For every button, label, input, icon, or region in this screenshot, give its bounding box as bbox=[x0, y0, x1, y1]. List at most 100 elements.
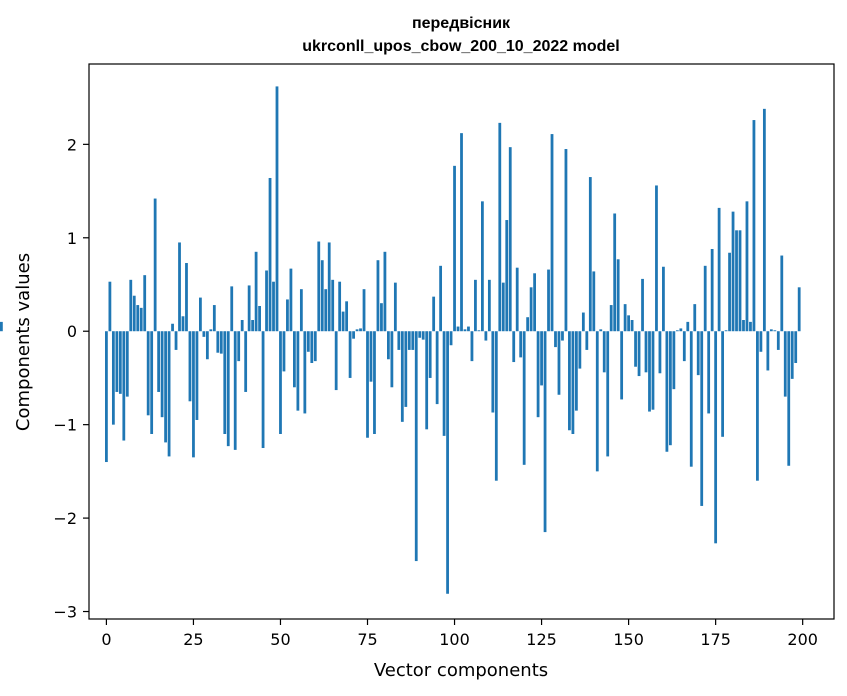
bar bbox=[658, 331, 662, 374]
bar bbox=[411, 331, 415, 350]
bar bbox=[776, 331, 780, 350]
bar bbox=[341, 311, 345, 332]
bar bbox=[425, 331, 429, 430]
bar bbox=[432, 296, 436, 332]
bar bbox=[623, 304, 627, 332]
bar bbox=[515, 267, 519, 332]
bar bbox=[721, 331, 724, 437]
bar bbox=[790, 331, 794, 379]
bar bbox=[132, 295, 136, 332]
bar bbox=[491, 331, 495, 413]
bar bbox=[164, 331, 167, 443]
bar bbox=[752, 120, 756, 332]
y-tick-label: 0 bbox=[67, 322, 77, 341]
bar bbox=[174, 331, 178, 350]
bar bbox=[484, 331, 488, 341]
bar bbox=[289, 268, 293, 332]
bar bbox=[181, 316, 185, 332]
bar bbox=[306, 331, 310, 352]
y-tick-label: −1 bbox=[53, 416, 77, 435]
bar bbox=[749, 321, 752, 332]
bar bbox=[588, 177, 592, 332]
bar bbox=[630, 320, 634, 332]
bar bbox=[153, 198, 157, 332]
bar bbox=[216, 331, 220, 353]
bar bbox=[456, 326, 460, 332]
bar bbox=[487, 279, 491, 332]
bar bbox=[390, 331, 394, 388]
bar bbox=[648, 331, 651, 412]
bar bbox=[543, 331, 547, 533]
bar bbox=[641, 278, 644, 332]
plot-frame bbox=[88, 63, 835, 620]
bar bbox=[327, 242, 331, 332]
bar bbox=[178, 242, 181, 332]
bar bbox=[324, 289, 328, 332]
bar bbox=[348, 331, 352, 378]
bar bbox=[118, 331, 122, 394]
x-tick-label: 0 bbox=[101, 630, 111, 649]
bars-group bbox=[0, 86, 801, 594]
bar bbox=[449, 331, 453, 346]
x-axis-ticks: 0 25 50 75 100 125 150 175 200 bbox=[101, 619, 818, 649]
bar bbox=[481, 201, 484, 332]
bar bbox=[299, 289, 303, 332]
bar bbox=[212, 305, 216, 332]
bar bbox=[407, 331, 411, 350]
bar bbox=[522, 331, 526, 465]
bar bbox=[373, 331, 376, 434]
bar bbox=[105, 331, 108, 463]
bar bbox=[613, 213, 617, 332]
bar bbox=[125, 331, 129, 397]
bar bbox=[794, 331, 798, 363]
bar bbox=[188, 331, 192, 402]
x-tick-label: 50 bbox=[270, 630, 290, 649]
bar bbox=[397, 331, 401, 350]
bar bbox=[463, 329, 467, 332]
bar bbox=[272, 281, 275, 332]
bar bbox=[494, 331, 498, 481]
bar bbox=[766, 331, 770, 371]
bar bbox=[585, 331, 589, 350]
bar bbox=[251, 320, 255, 332]
bar bbox=[286, 299, 289, 332]
bar bbox=[783, 331, 787, 397]
bar bbox=[728, 252, 731, 332]
bar bbox=[129, 279, 133, 332]
bar bbox=[352, 331, 355, 339]
bar bbox=[0, 321, 3, 332]
bar bbox=[167, 331, 171, 457]
bar bbox=[561, 331, 564, 341]
bar bbox=[428, 331, 432, 378]
bar bbox=[244, 331, 248, 392]
bar bbox=[547, 269, 550, 332]
bar bbox=[195, 331, 199, 420]
x-tick-label: 125 bbox=[526, 630, 557, 649]
bar bbox=[735, 230, 738, 332]
y-axis-label: Components values bbox=[13, 253, 34, 431]
bar bbox=[637, 331, 641, 377]
x-tick-label: 150 bbox=[613, 630, 644, 649]
bar bbox=[769, 329, 773, 332]
bar bbox=[498, 122, 502, 332]
bar bbox=[247, 285, 251, 332]
bar bbox=[578, 331, 582, 369]
bar bbox=[634, 331, 637, 367]
bar bbox=[115, 331, 119, 392]
bar bbox=[689, 331, 693, 467]
bar bbox=[557, 331, 561, 395]
x-tick-label: 200 bbox=[787, 630, 818, 649]
bar bbox=[230, 286, 234, 332]
bar bbox=[275, 86, 279, 332]
bar bbox=[421, 331, 425, 340]
bar bbox=[279, 331, 282, 434]
bar bbox=[714, 331, 718, 544]
bar bbox=[404, 331, 408, 407]
bar bbox=[268, 177, 272, 332]
y-tick-label: −3 bbox=[53, 603, 77, 622]
bar bbox=[111, 331, 115, 425]
y-axis-ticks: −3 −2 −1 0 1 2 bbox=[53, 135, 89, 622]
bar bbox=[745, 201, 749, 332]
x-axis-label: Vector components bbox=[374, 660, 548, 681]
